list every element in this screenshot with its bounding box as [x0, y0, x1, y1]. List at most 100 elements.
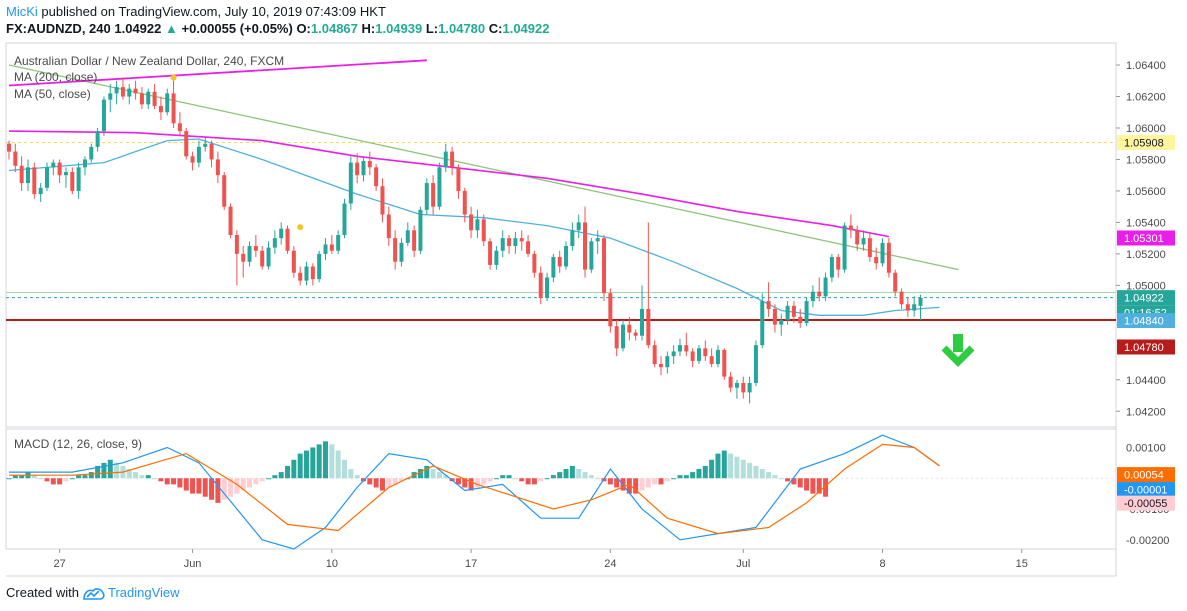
macd-histogram-bar [607, 478, 613, 485]
macd-histogram-bar [728, 453, 734, 479]
candle-body [405, 230, 410, 243]
brand-name[interactable]: TradingView [108, 585, 180, 600]
symbol[interactable]: FX:AUDNZD, 240 [6, 21, 111, 36]
support-price-label: 1.04780 [1124, 342, 1164, 354]
macd-histogram-bar [323, 441, 328, 479]
macd-histogram-bar [304, 450, 310, 479]
macd-histogram-bar [297, 453, 303, 479]
candle-body [905, 304, 910, 311]
macd-histogram-bar [31, 475, 37, 479]
macd-histogram-bar [215, 478, 221, 503]
candle-body [621, 324, 626, 349]
macd-histogram-bar [493, 478, 499, 480]
candle-body [538, 272, 543, 298]
macd-histogram-bar [677, 475, 683, 479]
macd-histogram-bar [671, 478, 677, 480]
candle-body [899, 291, 904, 305]
macd-histogram-bar [791, 478, 797, 485]
candle-body [101, 99, 106, 132]
macd-histogram-bar [550, 475, 556, 479]
price-tick-label: 1.04200 [1126, 406, 1166, 418]
down-arrow-icon [941, 334, 975, 367]
candle-body [57, 162, 62, 176]
macd-line [9, 434, 940, 550]
created-with: Created with [6, 585, 79, 600]
macd-histogram-bar [443, 475, 449, 479]
macd-histogram-bar [278, 472, 284, 479]
candle-body [209, 143, 214, 160]
macd-value-label: -0.00001 [1124, 485, 1167, 497]
time-tick-label: 10 [326, 558, 338, 570]
macd-histogram-bar [633, 478, 639, 494]
candle-body [203, 143, 208, 147]
candle-body [469, 214, 474, 231]
macd-histogram-bar [721, 450, 727, 479]
macd-histogram-bar [683, 475, 689, 479]
candle-body [412, 230, 417, 251]
candle-body [494, 250, 499, 265]
candle-body [709, 356, 714, 365]
macd-histogram-bar [392, 478, 398, 485]
macd-histogram-bar [759, 469, 765, 479]
macd-histogram-bar [785, 478, 791, 482]
candle-body [734, 382, 739, 388]
candle-body [747, 382, 752, 393]
candle-body [260, 250, 265, 267]
candle-body [874, 257, 879, 264]
candle-body [658, 364, 663, 368]
price-tick-label: 1.05400 [1126, 217, 1166, 229]
candle-body [810, 291, 815, 302]
candle-body [279, 228, 284, 239]
candle-body [234, 235, 239, 254]
macd-histogram-bar [190, 478, 196, 494]
price-tick-label: 1.05000 [1126, 280, 1166, 292]
macd-pane[interactable] [5, 428, 1117, 550]
candle-body [247, 246, 252, 262]
candle-body [355, 162, 360, 176]
candle-body [152, 91, 157, 106]
candle-body [760, 301, 765, 346]
macd-histogram-bar [652, 478, 658, 485]
candle-body [310, 266, 315, 280]
candle-body [848, 225, 853, 231]
hist-value-label: -0.00055 [1124, 498, 1167, 510]
legend-macd: MACD (12, 26, close, 9) [14, 437, 142, 451]
chart-title: Australian Dollar / New Zealand Dollar, … [14, 54, 284, 68]
macd-histogram-bar [500, 475, 506, 479]
candle-body [677, 345, 682, 352]
author-name[interactable]: MicKi [6, 4, 38, 19]
legend-ma50: MA (50, close) [14, 87, 91, 101]
channel-line [8, 59, 427, 87]
price-tick-label: 1.05800 [1126, 154, 1166, 166]
candle-body [602, 238, 607, 294]
macd-histogram-bar [329, 444, 335, 479]
macd-histogram-bar [424, 465, 430, 479]
macd-histogram-bar [12, 475, 18, 479]
signal-value-label-bg [1117, 467, 1175, 483]
candle-body [70, 172, 75, 191]
time-tick-label: 15 [1016, 558, 1028, 570]
candle-body [133, 88, 138, 94]
macd-histogram-bar [44, 478, 50, 482]
candle-body [437, 167, 442, 207]
close-value: 1.04922 [502, 21, 550, 36]
macd-histogram-bar [367, 478, 373, 485]
candle-body [513, 238, 518, 247]
macd-histogram-bar [816, 478, 822, 494]
ma50-line [8, 138, 940, 316]
candle-body [158, 105, 163, 113]
macd-histogram-bar [145, 475, 151, 479]
candle-body [462, 190, 467, 215]
price-tick-label: 1.04400 [1126, 375, 1166, 387]
macd-histogram-bar [354, 475, 360, 479]
candle-body [367, 161, 372, 168]
candle-body [171, 93, 176, 124]
candle-body [608, 293, 613, 327]
macd-histogram-bar [690, 472, 696, 479]
macd-histogram-bar [563, 469, 569, 479]
price-tick-label: 1.06000 [1126, 123, 1166, 135]
candle-body [228, 206, 233, 235]
candle-body [266, 247, 271, 267]
macd-histogram-bar [285, 465, 291, 479]
